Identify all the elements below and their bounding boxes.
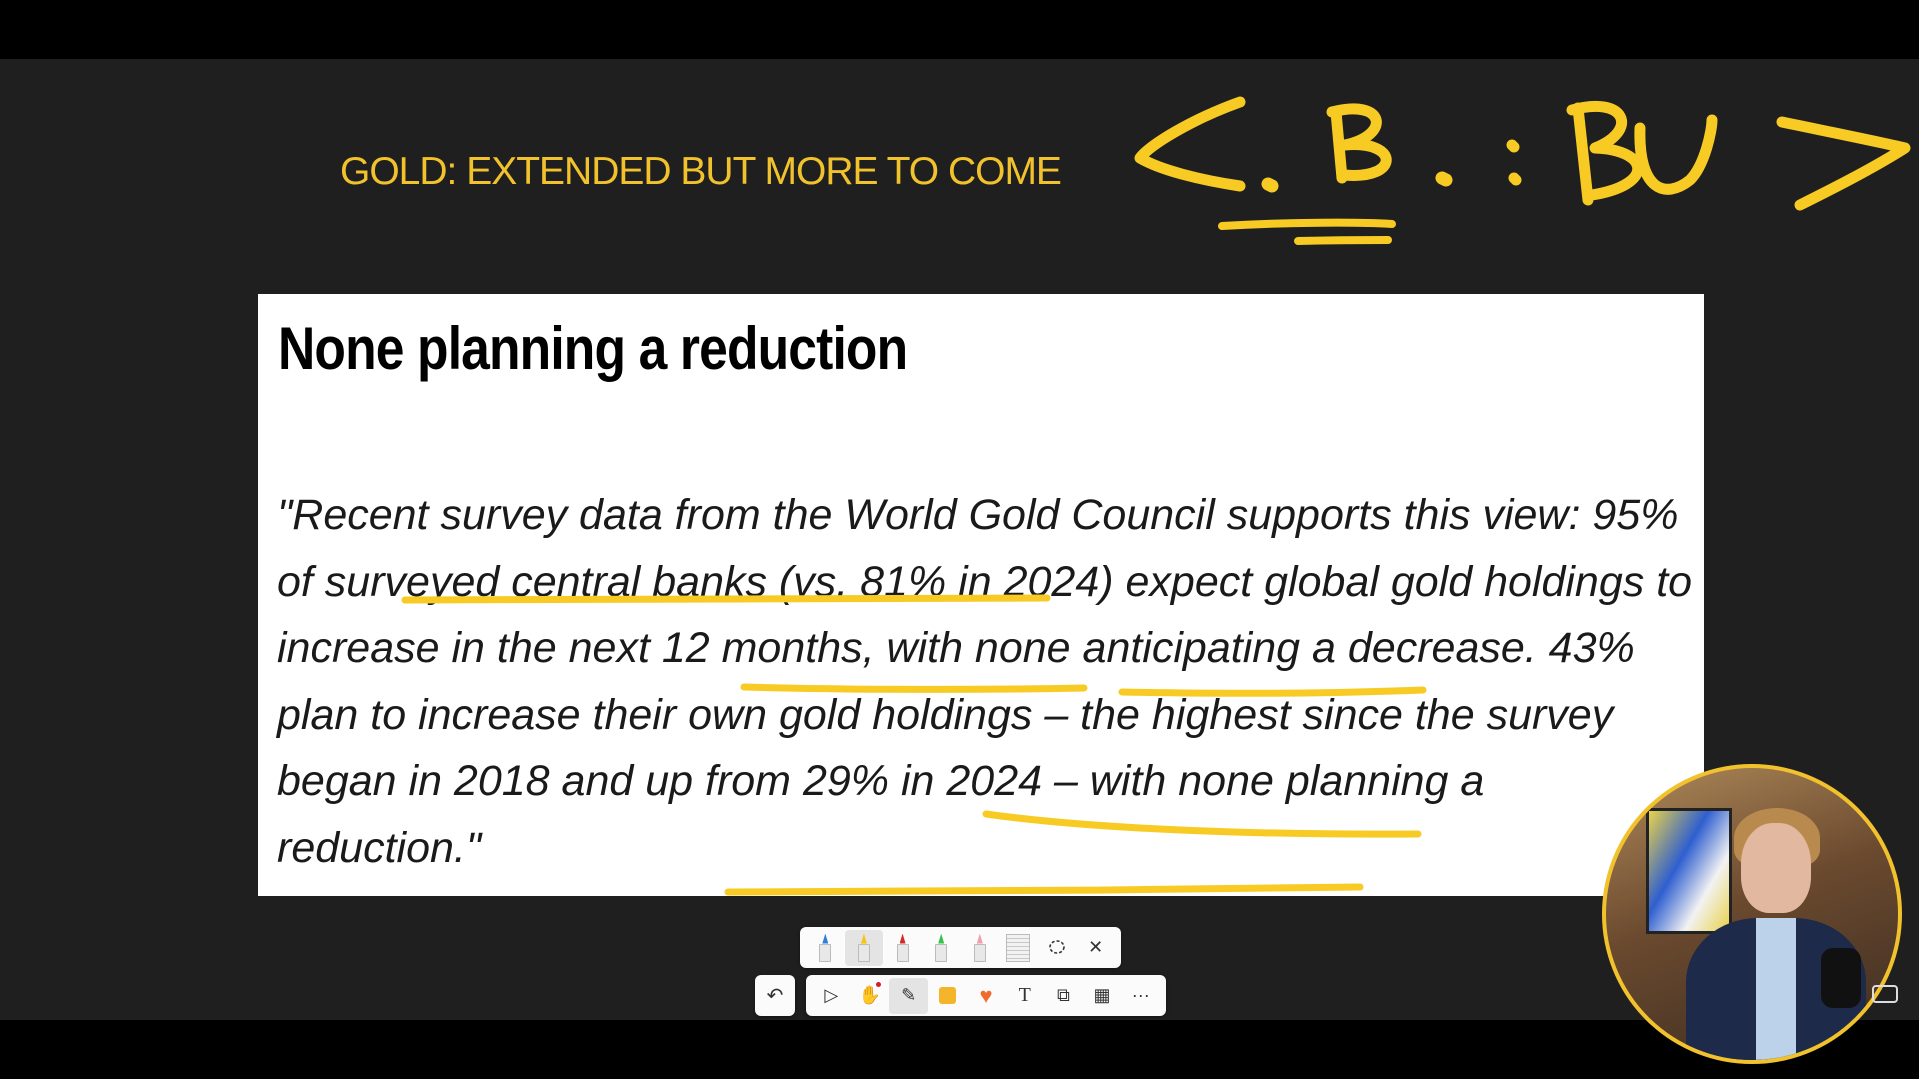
close-pen-toolbar-button[interactable]: ✕ <box>1076 930 1115 966</box>
yellow-highlighter-icon <box>857 934 870 962</box>
shapes-icon: ⧉ <box>1056 985 1070 1005</box>
main-toolbar: ▷ ✋ ✎ ♥ T ⧉ ▦ ··· <box>806 975 1166 1016</box>
ruler-button[interactable] <box>999 930 1038 966</box>
close-icon: ✕ <box>1088 937 1104 957</box>
notification-dot <box>876 981 882 987</box>
card-heading: None planning a reduction <box>278 315 908 382</box>
sticky-note-icon <box>938 987 956 1004</box>
text-tool-button[interactable]: T <box>1005 978 1044 1014</box>
screen-share-icon[interactable] <box>1872 985 1898 1003</box>
ruler-icon <box>1006 933 1031 962</box>
blue-pen-icon <box>819 934 832 962</box>
undo-button[interactable]: ↶ <box>755 975 795 1016</box>
card-quote: "Recent survey data from the World Gold … <box>277 491 1693 872</box>
microphone <box>1821 948 1861 1008</box>
more-options-button[interactable]: ··· <box>1121 978 1160 1014</box>
draw-tool-button[interactable]: ✎ <box>889 977 929 1014</box>
presenter-shirt <box>1756 918 1796 1060</box>
red-pen-icon <box>896 934 909 962</box>
quote-card: None planning a reduction "Recent survey… <box>258 294 1704 896</box>
reaction-button[interactable]: ♥ <box>967 978 1006 1014</box>
pen-icon: ✎ <box>901 985 917 1005</box>
frame-button[interactable]: ▦ <box>1083 978 1122 1014</box>
lasso-select-button[interactable] <box>1038 930 1077 966</box>
pan-tool-button[interactable]: ✋ <box>851 978 890 1014</box>
more-icon: ··· <box>1131 985 1150 1005</box>
sticky-note-button[interactable] <box>928 978 967 1014</box>
yellow-highlighter-button[interactable] <box>844 929 884 966</box>
lasso-icon <box>1049 939 1065 954</box>
ballpoint-pen-button[interactable] <box>806 930 845 966</box>
undo-icon: ↶ <box>766 985 784 1007</box>
eraser-button[interactable] <box>961 930 1000 966</box>
webcam-overlay <box>1602 764 1902 1064</box>
green-highlighter-icon <box>935 934 948 962</box>
red-pen-button[interactable] <box>883 930 922 966</box>
presenter-face <box>1741 823 1811 913</box>
slide-title: GOLD: EXTENDED BUT MORE TO COME <box>340 150 1062 193</box>
green-highlighter-button[interactable] <box>922 930 961 966</box>
text-icon: T <box>1018 984 1031 1006</box>
wall-painting <box>1646 808 1732 934</box>
pen-toolbar: ✕ <box>800 927 1121 968</box>
pointer-icon: ▷ <box>824 985 839 1005</box>
hand-icon: ✋ <box>858 985 882 1005</box>
heart-icon: ♥ <box>979 982 993 1008</box>
select-tool-button[interactable]: ▷ <box>812 978 851 1014</box>
frame-icon: ▦ <box>1093 985 1111 1005</box>
shapes-button[interactable]: ⧉ <box>1044 978 1083 1014</box>
eraser-icon <box>973 934 986 962</box>
